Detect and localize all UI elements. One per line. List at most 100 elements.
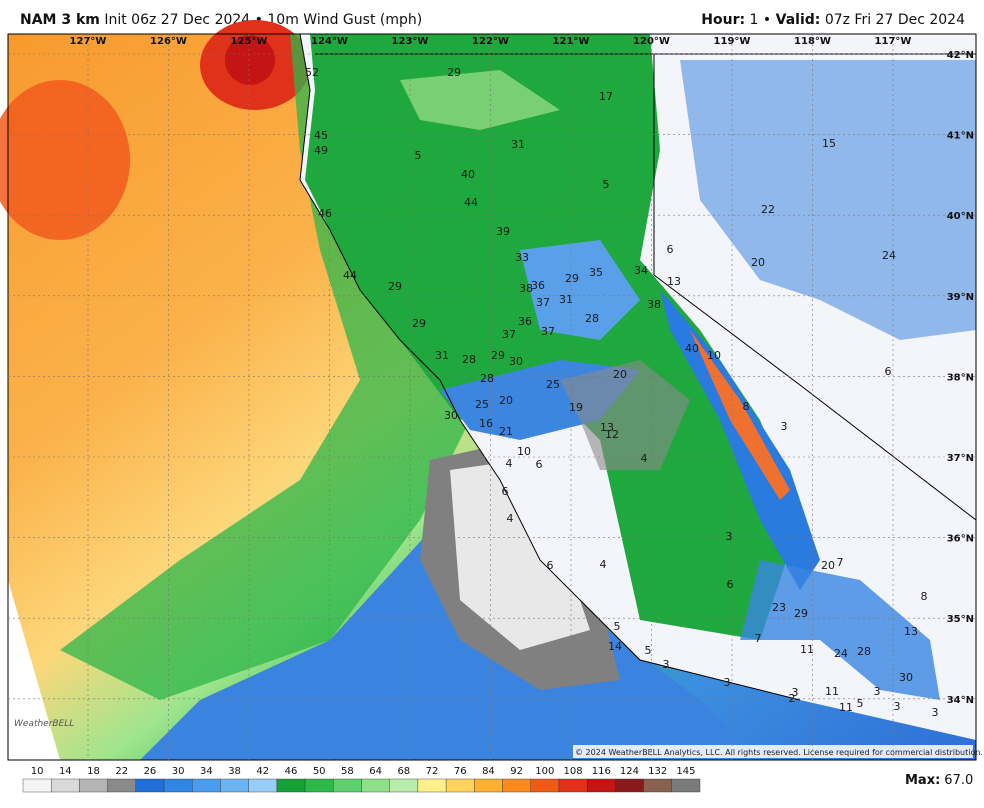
- station-value: 10: [517, 445, 531, 458]
- station-value: 29: [412, 317, 426, 330]
- station-value: 37: [536, 296, 550, 309]
- colorbar-label: 38: [228, 766, 241, 777]
- station-value: 35: [589, 266, 603, 279]
- station-value: 28: [462, 353, 476, 366]
- hour-label: Hour:: [701, 12, 746, 28]
- station-value: 6: [727, 578, 734, 591]
- station-value: 6: [547, 559, 554, 572]
- footer: Max: 67.0: [905, 773, 973, 788]
- max-value: 67.0: [944, 773, 973, 788]
- header-left: NAM 3 km Init 06z 27 Dec 2024 • 10m Wind…: [20, 12, 422, 28]
- sep: •: [762, 12, 772, 28]
- lat-label: 34°N: [947, 695, 974, 706]
- colorbar-label: 42: [256, 766, 269, 777]
- max-label: Max:: [905, 773, 940, 788]
- colorbar-swatch: [558, 778, 588, 793]
- colorbar-label: 22: [115, 766, 128, 777]
- station-value: 29: [565, 272, 579, 285]
- colorbar-swatch: [79, 778, 108, 793]
- station-value: 46: [318, 207, 332, 220]
- station-value: 24: [882, 249, 896, 262]
- colorbar-label: 10: [31, 766, 44, 777]
- copyright: © 2024 WeatherBELL Analytics, LLC. All r…: [575, 748, 983, 757]
- station-value: 7: [837, 556, 844, 569]
- colorbar-label: 116: [592, 766, 611, 777]
- station-value: 3: [781, 420, 788, 433]
- colorbar-label: 18: [87, 766, 100, 777]
- station-value: 4: [507, 512, 514, 525]
- model: NAM 3 km: [20, 12, 100, 28]
- colorbar-swatch: [22, 778, 52, 793]
- colorbar-swatch: [502, 778, 531, 793]
- station-value: 14: [608, 640, 622, 653]
- logo: WeatherBELL: [14, 719, 74, 729]
- station-value: 44: [343, 269, 357, 282]
- station-value: 44: [464, 196, 478, 209]
- valid-label: Valid:: [775, 12, 821, 28]
- colorbar-swatch: [220, 778, 249, 793]
- station-value: 23: [772, 601, 786, 614]
- station-value: 6: [885, 365, 892, 378]
- station-value: 38: [519, 282, 533, 295]
- station-value: 25: [475, 398, 489, 411]
- lat-label: 42°N: [947, 50, 974, 61]
- colorbar-label: 68: [397, 766, 410, 777]
- lon-label: 119°W: [714, 36, 751, 47]
- field: 10m Wind Gust (mph): [267, 12, 423, 28]
- colorbar: 10 14 18 22 26 30 34 38 42 46 50 58 64 68 72 76 84 92 100 1…: [22, 766, 701, 793]
- header-right: Hour: 1 • Valid: 07z Fri 27 Dec 2024: [701, 12, 965, 28]
- station-value: 22: [761, 203, 775, 216]
- station-value: 19: [569, 401, 583, 414]
- station-value: 36: [531, 279, 545, 292]
- station-value: 16: [479, 417, 493, 430]
- station-value: 7: [755, 632, 762, 645]
- station-value: 29: [388, 280, 402, 293]
- colorbar-label: 30: [172, 766, 185, 777]
- lon-label: 127°W: [70, 36, 107, 47]
- station-value: 3: [724, 676, 731, 689]
- colorbar-label: 58: [341, 766, 354, 777]
- station-value: 30: [899, 671, 913, 684]
- colorbar-swatch: [333, 778, 362, 793]
- station-value: 2: [789, 692, 796, 705]
- colorbar-swatch: [361, 778, 390, 793]
- station-value: 20: [751, 256, 765, 269]
- station-value: 3: [874, 685, 881, 698]
- colorbar-label: 92: [510, 766, 523, 777]
- lon-label: 124°W: [311, 36, 348, 47]
- lat-label: 36°N: [947, 534, 974, 545]
- colorbar-swatch: [530, 778, 560, 793]
- station-value: 3: [726, 530, 733, 543]
- station-value: 13: [904, 625, 918, 638]
- colorbar-label: 132: [648, 766, 667, 777]
- colorbar-swatch: [304, 778, 334, 793]
- station-value: 37: [541, 325, 555, 338]
- lon-label: 118°W: [794, 36, 831, 47]
- lon-label: 126°W: [150, 36, 187, 47]
- station-value: 52: [305, 66, 319, 79]
- station-value: 5: [603, 178, 610, 191]
- station-value: 33: [515, 251, 529, 264]
- colorbar-label: 100: [535, 766, 554, 777]
- colorbar-swatch: [445, 778, 475, 793]
- lon-label: 125°W: [231, 36, 268, 47]
- station-value: 5: [857, 697, 864, 710]
- station-value: 3: [932, 706, 939, 719]
- station-value: 11: [800, 643, 814, 656]
- valid: 07z Fri 27 Dec 2024: [824, 12, 965, 28]
- colorbar-swatch: [643, 778, 672, 793]
- station-value: 36: [518, 315, 532, 328]
- lon-label: 122°W: [472, 36, 509, 47]
- station-value: 28: [585, 312, 599, 325]
- station-value: 8: [743, 400, 750, 413]
- lat-label: 37°N: [947, 453, 974, 464]
- colorbar-label: 84: [482, 766, 495, 777]
- colorbar-swatch: [163, 778, 193, 793]
- station-value: 4: [600, 558, 607, 571]
- station-value: 5: [415, 149, 422, 162]
- station-value: 10: [707, 349, 721, 362]
- station-value: 31: [559, 293, 573, 306]
- colorbar-swatch: [671, 778, 701, 793]
